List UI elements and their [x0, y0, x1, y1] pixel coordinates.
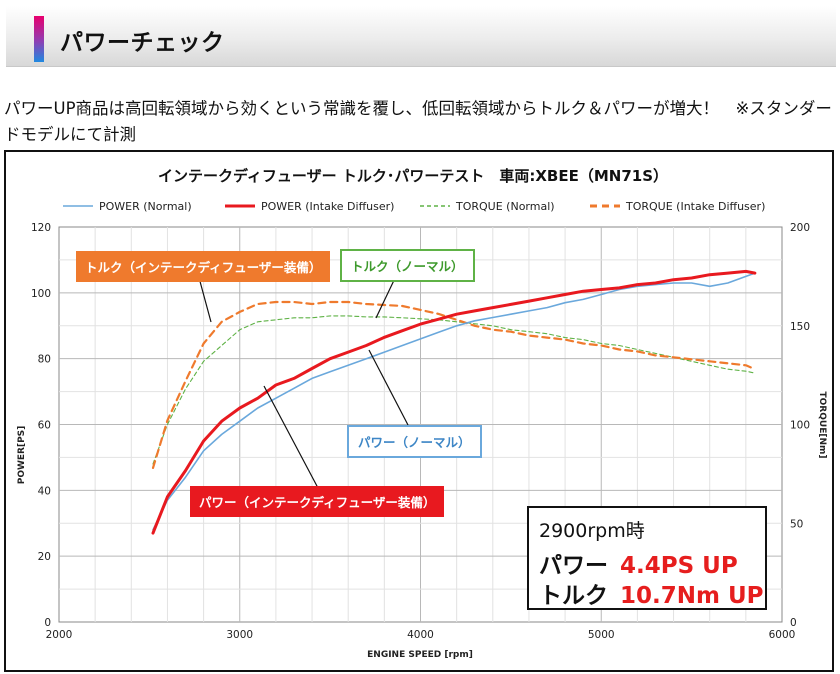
series-line-1 — [152, 272, 756, 531]
result-torque-row: トルク 10.7Nm UP — [539, 576, 764, 610]
y-tick-label: 60 — [38, 420, 51, 432]
y-tick-label: 100 — [31, 288, 51, 300]
y2-tick-label: 50 — [790, 518, 803, 530]
callout-torque-diffuser: トルク（インテークディフューザー装備） — [76, 251, 331, 282]
result-torque-label: トルク — [539, 583, 608, 609]
series-line-4 — [151, 300, 757, 469]
result-power-row: パワー 4.4PS UP — [539, 546, 738, 580]
result-power-value: 4.4PS UP — [620, 553, 738, 579]
series-line-3 — [152, 315, 756, 465]
y-tick-label: 120 — [31, 222, 51, 234]
y2-tick-label: 200 — [790, 222, 810, 234]
section-header: パワーチェック — [6, 6, 836, 67]
x-tick-label: 4000 — [407, 629, 434, 641]
callout-power-normal: パワー（ノーマル） — [347, 425, 482, 458]
leader-line — [263, 385, 319, 489]
section-title: パワーチェック — [60, 30, 225, 56]
legend-entry: POWER (Normal) — [99, 200, 192, 213]
x-tick-label: 2000 — [46, 629, 73, 641]
result-rpm: 2900rpm時 — [539, 520, 645, 542]
x-tick-label: 5000 — [588, 629, 615, 641]
series-lines — [151, 269, 757, 535]
legend: POWER (Normal) POWER (Intake Diffuser) TOR… — [63, 200, 765, 213]
y2-tick-label: 0 — [790, 617, 797, 629]
legend-entry: TORQUE (Normal) — [455, 200, 555, 213]
leader-line — [197, 273, 212, 323]
callout-torque-normal: トルク（ノーマル） — [340, 249, 475, 282]
y-axis-label: POWER[PS] — [17, 426, 27, 485]
y2-tick-label: 150 — [790, 321, 810, 333]
y-tick-label: 20 — [38, 551, 51, 563]
y-tick-label: 40 — [38, 485, 51, 497]
x-axis-label: ENGINE SPEED [rpm] — [367, 650, 473, 660]
result-torque-value: 10.7Nm UP — [620, 583, 764, 609]
result-box: 2900rpm時 パワー 4.4PS UP トルク 10.7Nm UP — [527, 506, 767, 610]
legend-entry: POWER (Intake Diffuser) — [261, 200, 394, 213]
series-line-2 — [151, 269, 757, 535]
legend-entry: TORQUE (Intake Diffuser) — [625, 200, 765, 213]
x-tick-label: 3000 — [226, 629, 253, 641]
header-accent-bar — [34, 16, 44, 62]
y-tick-label: 0 — [44, 617, 51, 629]
result-power-label: パワー — [539, 553, 608, 579]
chart-title: インテークディフューザー トルク･パワーテスト 車両:XBEE（MN71S） — [158, 167, 668, 185]
y2-axis-label: TORQUE[Nm] — [817, 392, 827, 459]
y2-tick-label: 100 — [790, 420, 810, 432]
leader-line — [368, 349, 409, 426]
description-text: パワーUP商品は高回転領域から効くという常識を覆し、低回転領域からトルク＆パワー… — [4, 99, 832, 144]
callout-power-diffuser: パワー（インテークディフューザー装備） — [190, 486, 445, 517]
x-tick-label: 6000 — [769, 629, 796, 641]
axis-ticks: 2000 3000 4000 5000 600002040608010012005010… — [31, 222, 810, 641]
y-tick-label: 80 — [38, 354, 51, 366]
chart-grid — [58, 226, 783, 623]
